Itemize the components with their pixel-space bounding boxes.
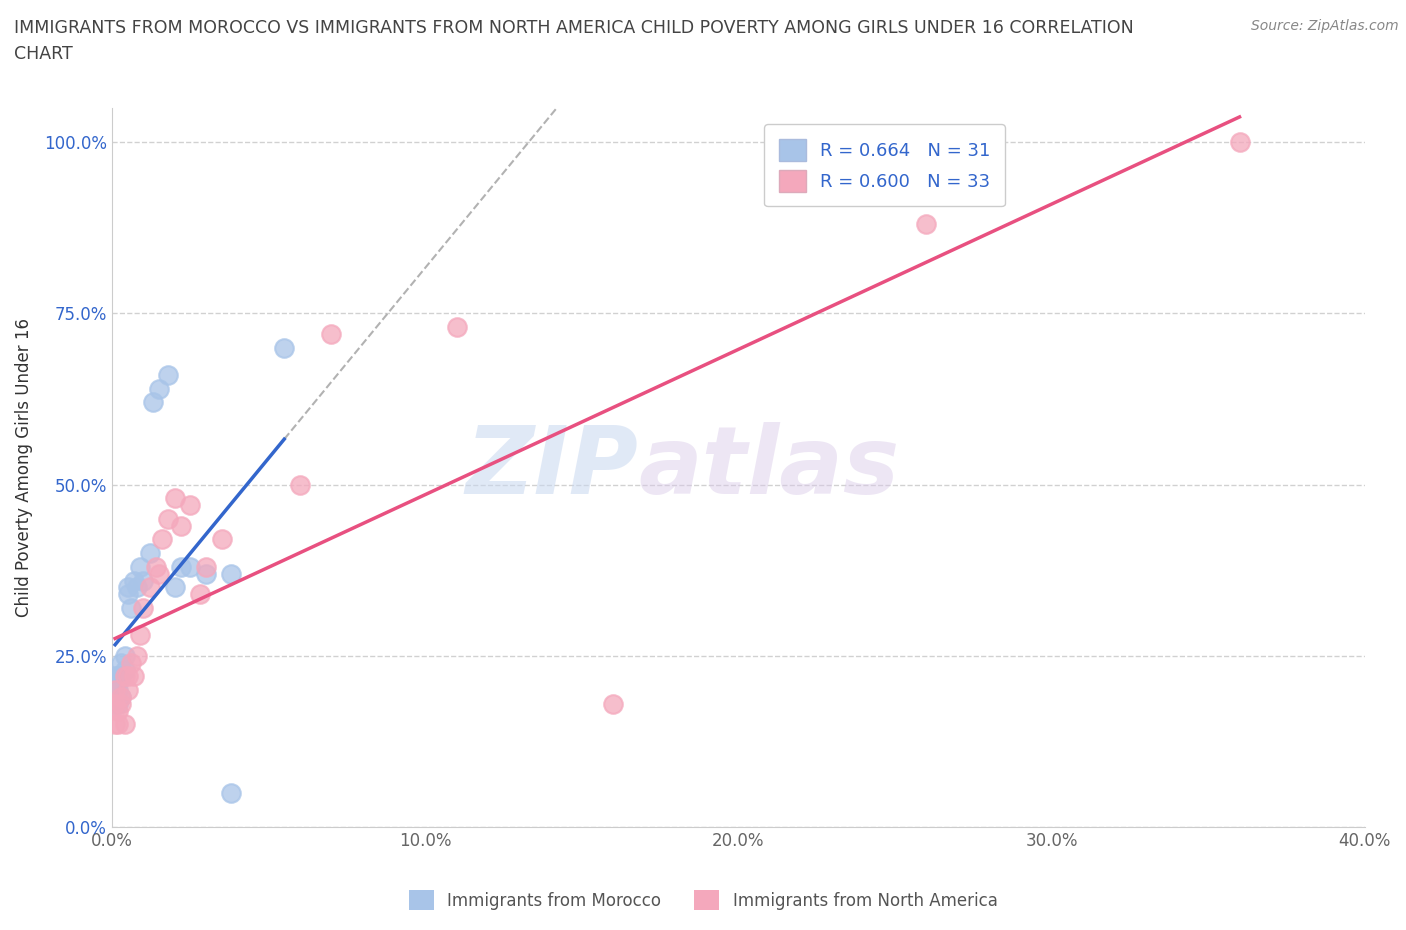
Point [219, 785, 242, 800]
Point [110, 697, 132, 711]
Point [163, 580, 186, 595]
Point [110, 689, 132, 704]
Point [117, 683, 139, 698]
Point [142, 395, 165, 410]
Point [104, 697, 127, 711]
Point [163, 491, 186, 506]
Point [138, 580, 160, 595]
Point [145, 559, 167, 574]
Point [602, 697, 624, 711]
Y-axis label: Child Poverty Among Girls Under 16: Child Poverty Among Girls Under 16 [15, 318, 32, 617]
Point [122, 669, 145, 684]
Text: IMMIGRANTS FROM MOROCCO VS IMMIGRANTS FROM NORTH AMERICA CHILD POVERTY AMONG GIR: IMMIGRANTS FROM MOROCCO VS IMMIGRANTS FR… [14, 19, 1133, 63]
Legend: R = 0.664   N = 31, R = 0.600   N = 33: R = 0.664 N = 31, R = 0.600 N = 33 [765, 125, 1005, 206]
Point [1229, 135, 1251, 150]
Point [125, 648, 148, 663]
Point [104, 689, 127, 704]
Point [150, 532, 173, 547]
Point [120, 601, 142, 616]
Point [273, 340, 295, 355]
Point [179, 498, 201, 512]
Point [446, 320, 468, 335]
Point [138, 546, 160, 561]
Point [157, 367, 180, 382]
Point [132, 601, 155, 616]
Point [194, 566, 217, 581]
Point [125, 580, 148, 595]
Point [120, 656, 142, 671]
Point [219, 566, 242, 581]
Point [110, 689, 132, 704]
Point [321, 326, 343, 341]
Text: ZIP: ZIP [465, 421, 638, 513]
Text: Source: ZipAtlas.com: Source: ZipAtlas.com [1251, 19, 1399, 33]
Point [211, 532, 233, 547]
Point [170, 559, 193, 574]
Point [107, 676, 129, 691]
Point [104, 669, 127, 684]
Point [915, 217, 938, 232]
Point [179, 559, 201, 574]
Point [117, 587, 139, 602]
Point [194, 559, 217, 574]
Point [107, 717, 129, 732]
Point [107, 703, 129, 718]
Point [104, 683, 127, 698]
Point [104, 683, 127, 698]
Point [129, 628, 152, 643]
Point [107, 669, 129, 684]
Point [170, 518, 193, 533]
Point [114, 717, 136, 732]
Point [288, 477, 311, 492]
Point [107, 683, 129, 698]
Point [129, 559, 152, 574]
Point [104, 717, 127, 732]
Point [114, 669, 136, 684]
Point [122, 573, 145, 588]
Point [107, 697, 129, 711]
Point [148, 566, 170, 581]
Point [110, 656, 132, 671]
Point [104, 697, 127, 711]
Point [188, 587, 211, 602]
Point [114, 648, 136, 663]
Point [110, 669, 132, 684]
Text: atlas: atlas [638, 421, 900, 513]
Point [148, 381, 170, 396]
Point [157, 512, 180, 526]
Legend: Immigrants from Morocco, Immigrants from North America: Immigrants from Morocco, Immigrants from… [402, 884, 1004, 917]
Point [132, 573, 155, 588]
Point [117, 580, 139, 595]
Point [117, 669, 139, 684]
Point [114, 662, 136, 677]
